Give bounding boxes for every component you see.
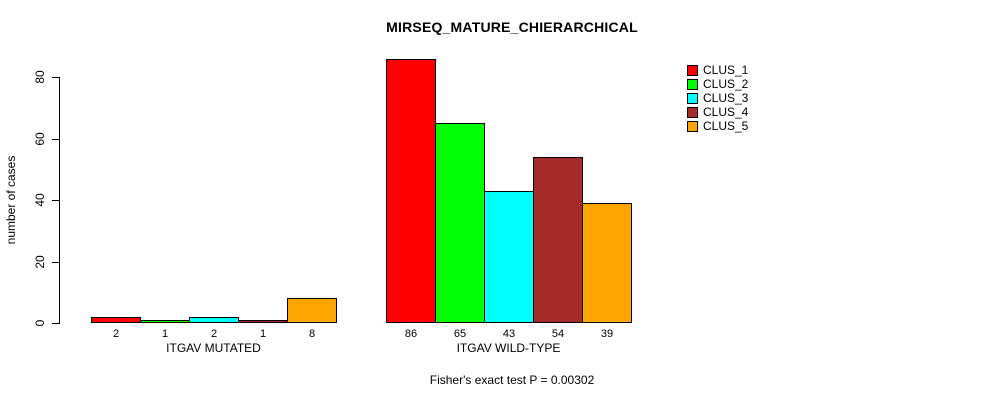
- annotation-text: Fisher's exact test P = 0.00302: [429, 373, 595, 387]
- legend-swatch-clus-4: [687, 107, 698, 118]
- bar-itgav-mutated-clus-1: [91, 317, 141, 323]
- legend-label-clus-3: CLUS_3: [703, 91, 749, 105]
- y-axis-tick: [52, 77, 59, 78]
- legend-swatch-clus-2: [687, 79, 698, 90]
- bar-value-label: 2: [112, 328, 120, 340]
- legend-swatch-clus-1: [687, 65, 698, 76]
- legend-label-clus-5: CLUS_5: [703, 119, 749, 133]
- y-axis-label: number of cases: [4, 155, 18, 245]
- x-group-label-itgav-mutated: ITGAV MUTATED: [166, 341, 261, 355]
- y-axis-tick-label: 0: [33, 319, 47, 327]
- y-axis-tick-label: 40: [33, 193, 47, 207]
- bar-itgav-wild-type-clus-2: [435, 123, 485, 323]
- bar-itgav-mutated-clus-2: [140, 320, 190, 323]
- bar-value-label: 54: [551, 328, 565, 340]
- x-group-label-itgav-wild-type: ITGAV WILD-TYPE: [456, 341, 561, 355]
- legend-swatch-clus-3: [687, 93, 698, 104]
- y-axis-tick: [52, 262, 59, 263]
- bar-itgav-wild-type-clus-5: [582, 203, 632, 323]
- bar-value-label: 43: [502, 328, 516, 340]
- bar-value-label: 8: [308, 328, 316, 340]
- legend-label-clus-1: CLUS_1: [703, 63, 749, 77]
- legend-swatch-clus-5: [687, 121, 698, 132]
- chart-title: MIRSEQ_MATURE_CHIERARCHICAL: [386, 19, 638, 35]
- bar-value-label: 86: [404, 328, 418, 340]
- bar-itgav-wild-type-clus-3: [484, 191, 534, 323]
- legend-label-clus-4: CLUS_4: [703, 105, 749, 119]
- y-axis-line: [59, 77, 60, 324]
- bar-value-label: 2: [210, 328, 218, 340]
- bar-value-label: 39: [600, 328, 614, 340]
- bar-value-label: 65: [453, 328, 467, 340]
- bar-value-label: 1: [259, 328, 267, 340]
- bar-itgav-wild-type-clus-1: [386, 59, 436, 323]
- y-axis-tick-label: 20: [33, 255, 47, 269]
- legend-label-clus-2: CLUS_2: [703, 77, 749, 91]
- y-axis-tick: [52, 323, 59, 324]
- bar-itgav-mutated-clus-3: [189, 317, 239, 323]
- y-axis-tick-label: 60: [33, 132, 47, 146]
- bar-itgav-mutated-clus-4: [238, 320, 288, 323]
- bar-value-label: 1: [161, 328, 169, 340]
- bar-itgav-wild-type-clus-4: [533, 157, 583, 323]
- y-axis-tick: [52, 200, 59, 201]
- y-axis-tick-label: 80: [33, 70, 47, 84]
- y-axis-tick: [52, 139, 59, 140]
- bar-itgav-mutated-clus-5: [287, 298, 337, 323]
